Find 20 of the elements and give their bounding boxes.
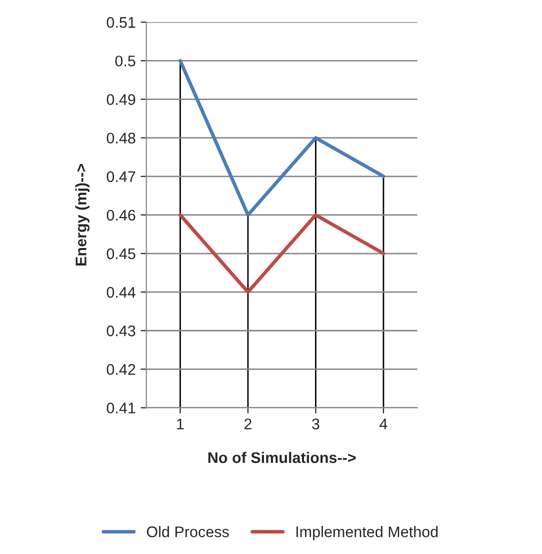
x-tick-label: 4 [380,418,388,430]
x-axis-title: No of Simulations--> [208,452,356,464]
y-tick-label: 0.42 [106,364,136,375]
y-tick-label: 0.41 [106,402,136,414]
line-series [178,58,386,217]
y-tick-label: 0.51 [106,17,136,28]
y-axis-title: Energy (mj)--> [75,164,90,266]
y-tick-label: 0.45 [106,248,136,260]
y-tick-label: 0.5 [115,56,136,66]
legend-label: Implemented Method [296,526,438,540]
legend-label: Old Process [146,526,229,538]
x-tick-label: 3 [312,418,320,430]
x-tick-label: 1 [177,418,184,430]
y-tick-label: 0.46 [106,210,136,221]
y-tick-label: 0.49 [106,94,136,105]
y-tick-label: 0.44 [106,286,136,298]
y-tick-label: 0.48 [106,132,136,144]
x-tick-label: 2 [244,418,252,430]
y-tick-label: 0.47 [106,171,136,182]
y-tick-label: 0.43 [106,325,136,336]
